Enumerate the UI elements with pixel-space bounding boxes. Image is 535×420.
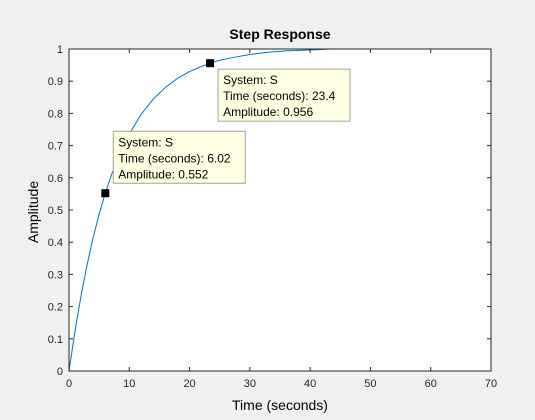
y-tick-label: 0.8 (48, 108, 63, 120)
x-tick-label: 10 (123, 378, 135, 390)
datatip-line: Amplitude: 0.956 (223, 105, 313, 119)
series-lines (68, 48, 491, 372)
chart-title: Step Response (229, 26, 330, 42)
x-tick-label: 60 (425, 378, 437, 390)
datatip-line: Time (seconds): 23.4 (223, 89, 336, 103)
datatip-0[interactable]: System: S Time (seconds): 6.02 Amplitude: … (101, 130, 246, 198)
y-tick-label: 0.3 (48, 269, 63, 281)
datatip-1[interactable]: System: S Time (seconds): 23.4 Amplitude: … (206, 59, 351, 122)
y-tick-label: 1 (57, 44, 63, 56)
y-tick-label: 0.7 (48, 141, 63, 153)
y-tick-label: 0 (57, 366, 63, 378)
y-tick-label: 0.2 (48, 302, 63, 314)
x-tick-label: 0 (66, 378, 72, 390)
y-tick-label: 0.6 (48, 173, 63, 185)
y-ticks: 0 0.1 0.2 0.3 0.4 0.5 0.6 0.7 0.8 0.9 1 (48, 44, 491, 378)
datatip-line: Time (seconds): 6.02 (118, 151, 231, 165)
datatip-box (217, 68, 351, 122)
datatip-line: Amplitude: 0.552 (118, 167, 208, 181)
datatip-line: System: S (223, 73, 278, 87)
datatip-marker[interactable] (206, 59, 215, 68)
x-tick-label: 40 (304, 378, 316, 390)
x-axis-label: Time (seconds) (232, 397, 328, 413)
x-tick-label: 50 (364, 378, 376, 390)
y-tick-label: 0.1 (48, 334, 63, 346)
x-tick-label: 20 (183, 378, 195, 390)
y-tick-label: 0.9 (48, 76, 63, 88)
series-line-0 (68, 48, 491, 372)
x-tick-label: 30 (244, 378, 256, 390)
datatip-line: System: S (118, 135, 173, 149)
datatips[interactable]: System: S Time (seconds): 6.02 Amplitude: … (101, 59, 351, 198)
y-tick-label: 0.5 (48, 205, 63, 217)
x-tick-label: 70 (485, 378, 497, 390)
datatip-marker[interactable] (101, 189, 110, 198)
y-axis-label: Amplitude (25, 181, 41, 243)
x-ticks: 0 10 20 30 40 50 60 70 (66, 49, 497, 390)
y-tick-label: 0.4 (48, 237, 63, 249)
datatip-box (112, 130, 246, 184)
